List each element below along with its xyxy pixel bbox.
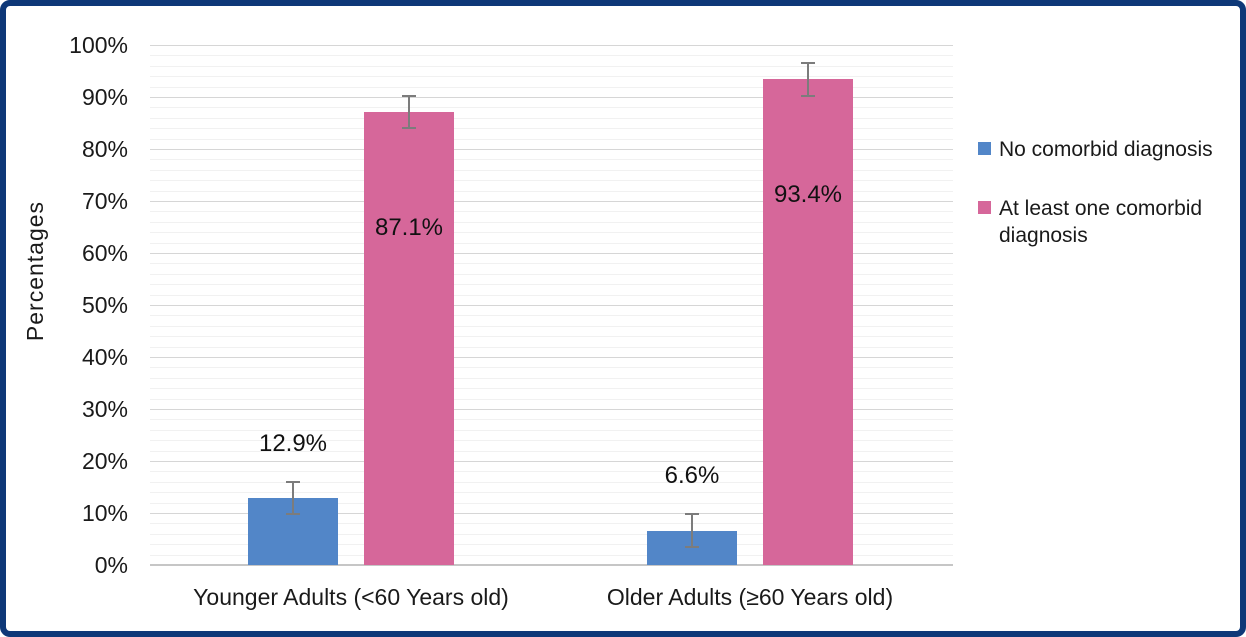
legend-swatch-icon [978,142,991,155]
gridline-minor [150,533,953,535]
gridline-minor [150,554,953,556]
x-axis-line [150,564,953,566]
gridline-minor [150,492,953,494]
x-category-label: Younger Adults (<60 Years old) [193,584,509,610]
gridline-minor [150,159,953,161]
gridline-minor [150,55,953,57]
gridline-major [150,45,953,46]
gridline-major [150,305,953,306]
data-label: 87.1% [374,214,444,242]
y-tick-label: 100% [69,32,128,58]
error-bar-line [408,95,410,129]
gridline-minor [150,336,953,338]
gridline-minor [150,242,953,244]
error-bar-cap-bottom [402,126,416,129]
y-tick-label: 30% [81,396,128,422]
legend-swatch-icon [978,201,991,214]
gridline-minor [150,544,953,546]
gridline-major [150,357,953,358]
y-tick-label: 40% [81,344,128,370]
gridline-minor [150,398,953,400]
legend: No comorbid diagnosis At least one comorb… [978,136,1240,281]
error-bar-line [292,480,294,516]
gridline-major [150,97,953,98]
gridline-minor [150,169,953,171]
y-tick-label: 90% [81,84,128,110]
gridline-minor [150,273,953,275]
data-label: 93.4% [773,181,843,209]
gridline-minor [150,429,953,431]
error-bar-line [691,513,693,549]
y-tick-label: 50% [81,292,128,318]
gridline-minor [150,377,953,379]
gridline-major [150,409,953,410]
gridline-major [150,461,953,462]
gridline-minor [150,440,953,442]
bar-pink-cat0 [364,112,454,565]
gridline-minor [150,450,953,452]
gridline-minor [150,388,953,390]
gridline-minor [150,294,953,296]
gridline-minor [150,190,953,192]
legend-label: No comorbid diagnosis [999,138,1213,161]
gridline-minor [150,284,953,286]
bar-pink-cat1 [763,79,853,565]
error-bar-cap-top [402,95,416,98]
gridline-minor [150,138,953,140]
gridline-major [150,253,953,254]
legend-item-0: No comorbid diagnosis [978,136,1240,163]
y-tick-label: 0% [94,552,128,578]
y-tick-label: 60% [81,240,128,266]
legend-label: At least one comorbid diagnosis [999,197,1203,247]
error-bar-cap-top [801,61,815,64]
legend-item-1: At least one comorbid diagnosis [978,195,1240,249]
y-tick-label: 10% [81,500,128,526]
gridline-minor [150,232,953,234]
y-tick-label: 80% [81,136,128,162]
error-bar-cap-top [286,480,300,483]
gridline-minor [150,128,953,130]
data-label: 6.6% [664,462,720,489]
gridline-minor [150,315,953,317]
gridline-major [150,201,953,202]
data-label: 12.9% [258,429,328,457]
y-tick-label: 20% [81,448,128,474]
gridline-minor [150,481,953,483]
gridline-minor [150,325,953,327]
gridline-minor [150,523,953,525]
gridline-minor [150,107,953,109]
gridline-major [150,513,953,514]
gridline-minor [150,263,953,265]
gridline-minor [150,65,953,67]
error-bar-cap-bottom [801,95,815,97]
error-bar-cap-bottom [286,513,300,516]
gridline-minor [150,502,953,504]
error-bar-cap-top [685,513,699,515]
gridline-minor [150,117,953,119]
gridline-minor [150,221,953,223]
gridline-minor [150,211,953,213]
gridline-minor [150,180,953,182]
gridline-minor [150,346,953,348]
gridline-minor [150,76,953,78]
error-bar-cap-bottom [685,546,699,549]
y-tick-label: 70% [81,188,128,214]
gridline-major [150,149,953,150]
gridline-minor [150,367,953,369]
gridline-minor [150,471,953,473]
gridline-minor [150,419,953,421]
x-category-label: Older Adults (≥60 Years old) [606,584,894,610]
error-bar-line [807,61,809,97]
gridline-minor [150,86,953,88]
